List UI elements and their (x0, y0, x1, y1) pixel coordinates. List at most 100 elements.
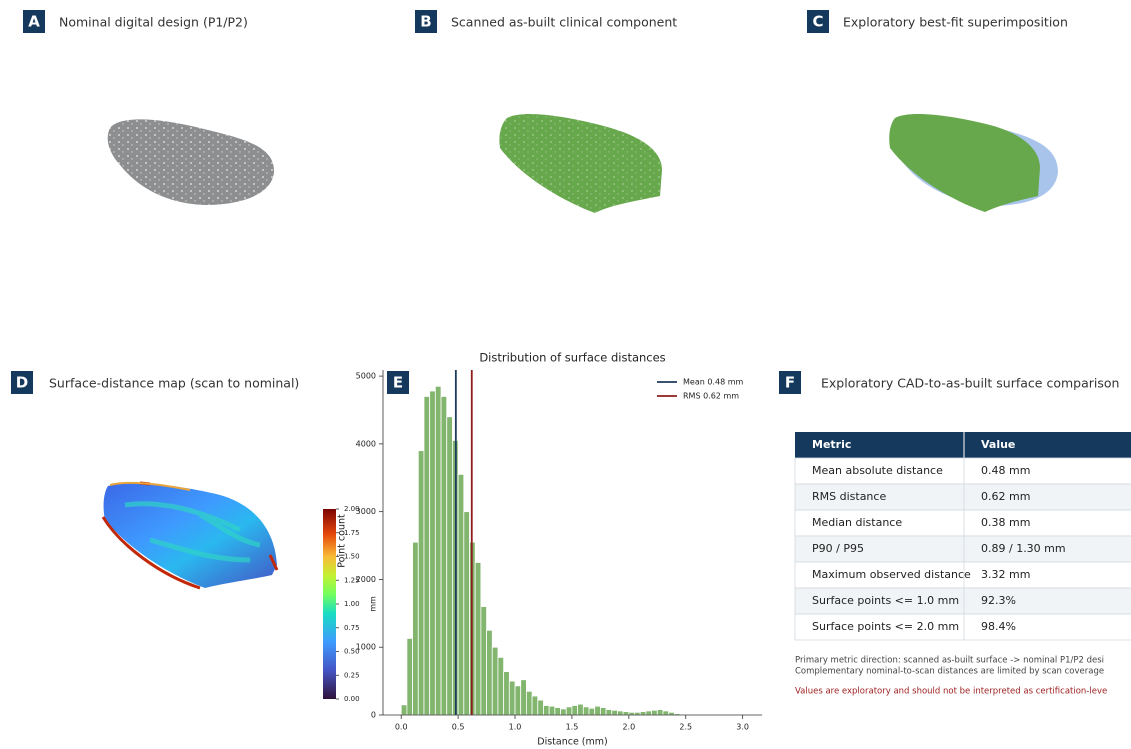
bar (481, 607, 487, 715)
bar (504, 672, 510, 715)
table-cell: Surface points <= 2.0 mm (812, 620, 959, 633)
bar (629, 712, 635, 715)
bar (589, 708, 595, 715)
bar (424, 396, 430, 715)
bar (543, 706, 549, 715)
bar (578, 704, 584, 715)
bar (663, 711, 669, 715)
colorbar (323, 509, 336, 699)
bar (435, 386, 441, 715)
bar (617, 711, 623, 715)
panel-b: B Scanned as-built clinical component (415, 10, 677, 213)
panel-letter: C (812, 13, 823, 31)
x-tick-label: 0.0 (395, 723, 408, 732)
bar (555, 708, 561, 715)
y-tick-label: 5000 (356, 372, 376, 381)
panel-e-header: E (387, 371, 409, 394)
bar (669, 712, 675, 715)
point-cloud (889, 114, 1040, 212)
bar (475, 562, 481, 715)
bar (532, 696, 538, 715)
panel-letter: F (785, 374, 795, 392)
y-axis-label: Point count (337, 514, 348, 568)
bar (492, 647, 498, 715)
bar (635, 712, 641, 715)
table-cell: 0.62 mm (981, 490, 1030, 503)
x-tick-label: 3.0 (736, 723, 749, 732)
panel-d: D Surface-distance map (scan to nominal) (11, 371, 336, 699)
x-tick-label: 2.5 (679, 723, 692, 732)
table-cell: 3.32 mm (981, 568, 1030, 581)
bar (464, 512, 470, 715)
y-tick-label: 1000 (356, 643, 376, 652)
x-axis-label: Distance (mm) (537, 737, 607, 748)
bar (583, 707, 589, 715)
bar (458, 474, 464, 715)
bar (646, 711, 652, 715)
x-tick-label: 2.0 (622, 723, 635, 732)
y-tick-label: 2000 (356, 575, 376, 584)
panel-title: Nominal digital design (P1/P2) (59, 15, 248, 30)
panel-title: Exploratory CAD-to-as-built surface comp… (821, 376, 1119, 391)
bar (487, 630, 493, 715)
bar (572, 706, 578, 715)
point-cloud-texture (108, 119, 274, 205)
bar (521, 680, 527, 715)
table-header-cell: Metric (812, 438, 851, 451)
x-tick-label: 0.5 (452, 723, 465, 732)
x-tick-label: 1.5 (566, 723, 579, 732)
colorbar-tick-label: 0.25 (344, 671, 360, 679)
bar (600, 708, 606, 715)
bar (612, 710, 618, 715)
table-cell: Surface points <= 1.0 mm (812, 594, 959, 607)
note: Complementary nominal-to-scan distances … (795, 667, 1104, 677)
bar (561, 709, 567, 715)
panel-title: Surface-distance map (scan to nominal) (49, 376, 299, 391)
bar (526, 691, 532, 715)
table-cell: 0.48 mm (981, 464, 1030, 477)
bar (652, 710, 658, 715)
table-cell: 0.38 mm (981, 516, 1030, 529)
colorbar-tick-label: 0.00 (344, 695, 360, 703)
table-cell: Mean absolute distance (812, 464, 943, 477)
bar (640, 712, 646, 715)
legend-label: Mean 0.48 mm (683, 378, 743, 387)
bar (657, 710, 663, 715)
bar (447, 417, 453, 715)
bar (595, 706, 601, 715)
bar (549, 706, 555, 715)
y-tick-label: 3000 (356, 507, 376, 516)
bar (509, 681, 515, 715)
table-cell: 98.4% (981, 620, 1016, 633)
bar (498, 657, 504, 715)
chart: A Nominal digital design (P1/P2) B Scann… (0, 0, 1131, 749)
table-cell: P90 / P95 (812, 542, 864, 555)
bar (538, 700, 544, 715)
panel-a: A Nominal digital design (P1/P2) (23, 10, 274, 205)
colorbar-tick-label: 1.00 (344, 600, 360, 608)
y-tick-label: 0 (371, 711, 376, 720)
table-cell: RMS distance (812, 490, 886, 503)
bar (401, 705, 407, 715)
panel-f: F Exploratory CAD-to-as-built surface co… (779, 371, 1119, 394)
panel-title: Exploratory best-fit superimposition (843, 15, 1068, 30)
table-cell: Maximum observed distance (812, 568, 971, 581)
panel-letter: E (393, 374, 403, 392)
bar (413, 542, 419, 715)
note: Values are exploratory and should not be… (795, 687, 1107, 697)
point-cloud-texture (499, 114, 662, 213)
table-header-cell: Value (981, 438, 1015, 451)
bar (418, 451, 424, 715)
colorbar-label: mm (369, 596, 378, 612)
x-tick-label: 1.0 (509, 723, 522, 732)
panel-letter: D (16, 374, 28, 392)
bar (441, 396, 447, 715)
bar (407, 638, 413, 715)
note: Primary metric direction: scanned as-bui… (795, 656, 1104, 666)
legend-label: RMS 0.62 mm (683, 392, 739, 401)
bar (623, 712, 629, 715)
figure: A Nominal digital design (P1/P2) B Scann… (0, 0, 1131, 749)
chart-title: Distribution of surface distances (479, 351, 665, 365)
bar (566, 707, 572, 715)
distance-map (104, 483, 277, 588)
